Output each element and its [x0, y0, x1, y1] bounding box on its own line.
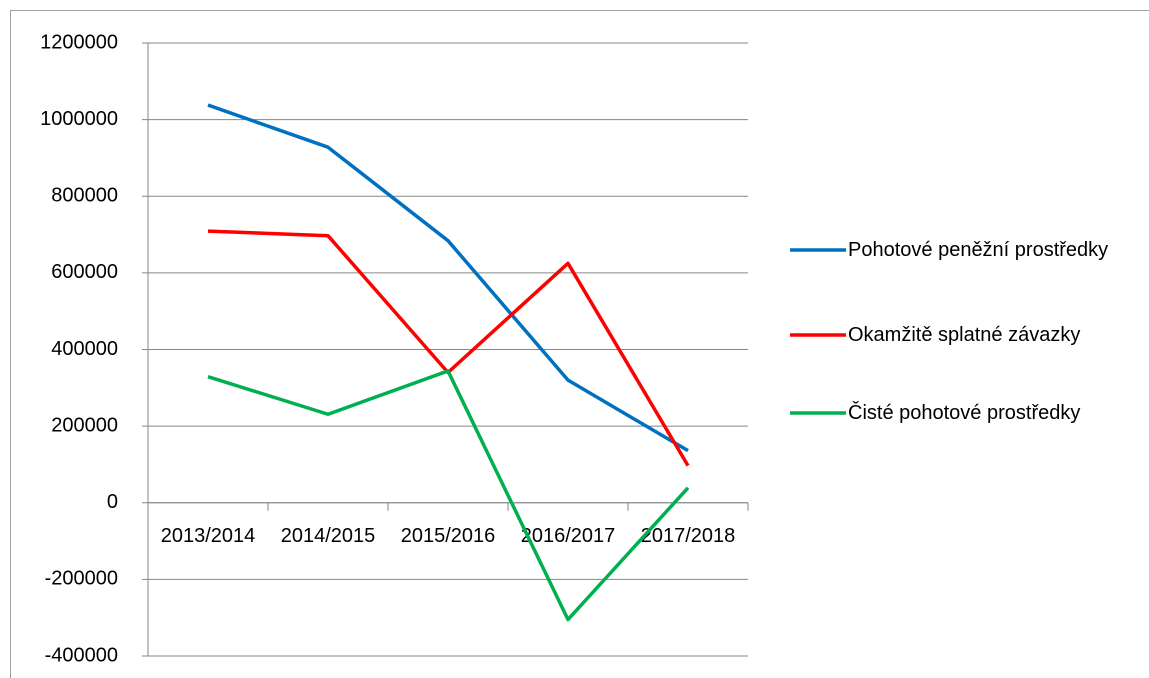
y-tick-label: 1000000 [40, 108, 118, 130]
y-tick-label: -400000 [45, 644, 118, 666]
x-tick-label: 2016/2017 [521, 525, 616, 547]
legend-label: Čisté pohotové prostředky [848, 402, 1081, 424]
y-tick-label: 200000 [51, 414, 118, 436]
legend-label: Pohotové peněžní prostředky [848, 239, 1109, 261]
x-tick-label: 2013/2014 [161, 525, 256, 547]
x-tick-label: 2017/2018 [641, 525, 736, 547]
chart-frame [10, 10, 1149, 678]
series-line [207, 229, 690, 467]
y-tick-label: 400000 [51, 338, 118, 360]
series-line [207, 103, 689, 453]
y-tick-label: 800000 [51, 185, 118, 207]
y-tick-label: 600000 [51, 261, 118, 283]
y-tick-label: 0 [107, 491, 118, 513]
series-line [207, 369, 690, 622]
y-tick-label: -200000 [45, 568, 118, 590]
y-tick-label: 1200000 [40, 31, 118, 53]
x-tick-label: 2015/2016 [401, 525, 496, 547]
x-tick-label: 2014/2015 [281, 525, 376, 547]
legend-label: Okamžitě splatné závazky [848, 324, 1081, 346]
